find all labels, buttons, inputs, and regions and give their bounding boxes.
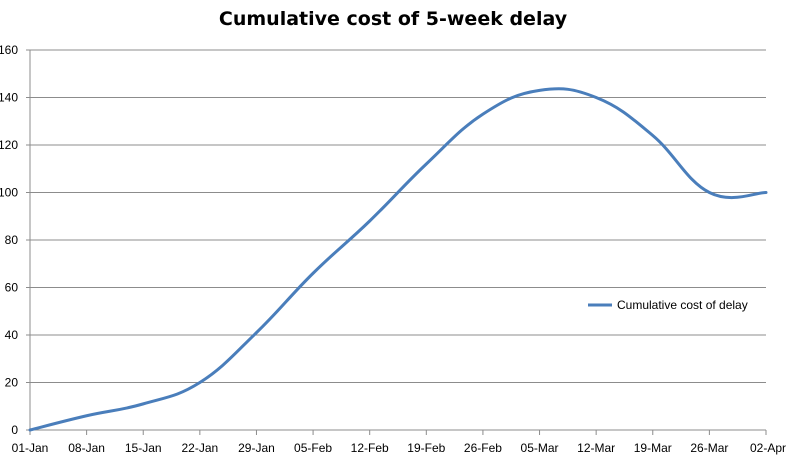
x-tick-label: 26-Mar xyxy=(690,441,728,455)
x-tick-label: 12-Feb xyxy=(351,441,389,455)
x-tick-label: 05-Feb xyxy=(294,441,332,455)
y-tick-label: 120 xyxy=(0,138,18,152)
y-tick-label: 20 xyxy=(5,376,19,390)
x-tick-label: 02-Apr xyxy=(750,441,786,455)
y-tick-label: 140 xyxy=(0,91,18,105)
data-point xyxy=(85,414,88,417)
gridlines xyxy=(30,49,766,383)
data-point xyxy=(708,191,711,194)
x-tick-label: 08-Jan xyxy=(68,441,105,455)
data-point xyxy=(594,96,598,99)
data-point xyxy=(368,219,371,223)
data-point xyxy=(425,162,428,166)
y-tick-label: 40 xyxy=(5,328,19,342)
x-tick-label: 26-Feb xyxy=(464,441,502,455)
legend: Cumulative cost of delay xyxy=(588,298,748,312)
y-tick-label: 0 xyxy=(11,423,18,437)
x-tick-label: 19-Feb xyxy=(407,441,445,455)
x-tick-label: 01-Jan xyxy=(12,441,49,455)
x-tick-labels: 01-Jan 08-Jan 15-Jan 22-Jan 29-Jan 05-Feb 12-F… xyxy=(12,430,786,455)
legend-label: Cumulative cost of delay xyxy=(617,298,748,312)
x-tick-label: 05-Mar xyxy=(521,441,559,455)
y-tick-label: 160 xyxy=(0,43,18,57)
data-point xyxy=(311,272,315,275)
x-tick-label: 22-Jan xyxy=(181,441,218,455)
chart-title: Cumulative cost of 5-week delay xyxy=(219,8,568,30)
data-point xyxy=(198,381,202,384)
x-tick-label: 19-Mar xyxy=(634,441,672,455)
y-tick-labels: 0 20 40 60 80 100 120 140 160 xyxy=(0,43,30,437)
data-point xyxy=(481,112,485,116)
y-tick-label: 60 xyxy=(5,281,19,295)
series-line xyxy=(28,87,768,432)
data-point xyxy=(28,428,32,432)
data-point xyxy=(142,402,145,406)
x-tick-label: 12-Mar xyxy=(577,441,615,455)
x-tick-label: 15-Jan xyxy=(125,441,162,455)
series-layer xyxy=(28,87,768,432)
y-tick-label: 80 xyxy=(5,233,19,247)
x-tick-label: 29-Jan xyxy=(238,441,275,455)
data-point xyxy=(538,89,541,92)
data-point xyxy=(764,191,768,194)
data-point xyxy=(651,134,654,137)
data-point xyxy=(255,331,258,334)
y-tick-label: 100 xyxy=(0,186,18,200)
